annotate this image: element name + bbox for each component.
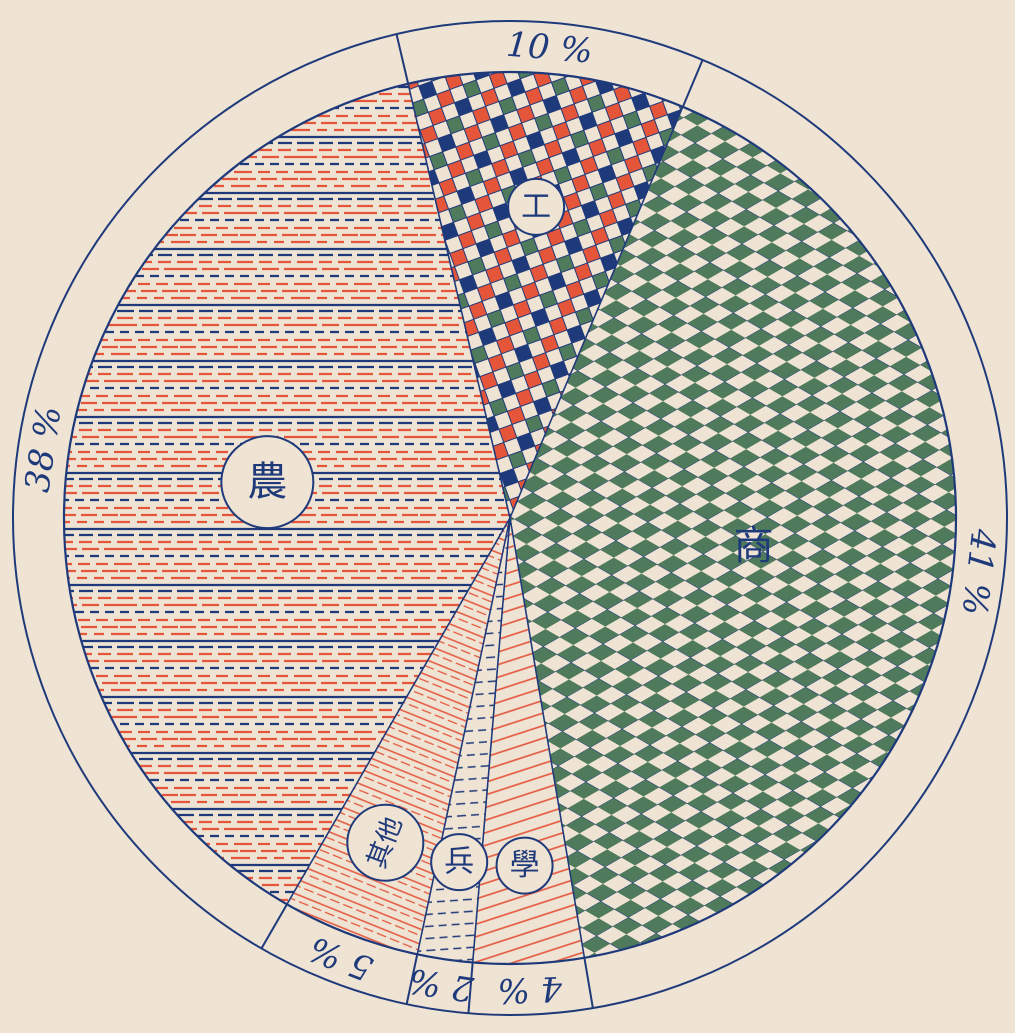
labels-layer: 農38 %工10 %商 41 %學4 %兵2 %其他5 % [17,25,1003,1011]
slice-percent-1: 10 % [505,25,594,72]
slice-percent-0: 38 % [17,403,69,494]
slice-percent-2: 41 % [954,526,1004,617]
slice-label-1: 工 [521,189,551,224]
slice-divider-4 [467,962,474,1014]
slice-percent-3: 4 % [497,968,564,1011]
slice-divider-3 [583,957,594,1009]
slice-percent-4: 2 % [406,960,477,1009]
rings-layer [12,20,1008,1016]
slice-divider-1 [395,33,410,85]
slice-label-2: 商 [734,523,774,569]
slice-label-badge-1 [507,177,566,236]
inner-ring [62,70,958,966]
slice-label-badge-0 [220,435,315,530]
slice-divider-5 [405,954,419,1005]
slice-label-badge-3 [495,836,554,895]
slice-label-3: 學 [510,848,540,883]
slice-label-badge-4 [430,833,489,892]
outer-ring [12,20,1008,1016]
slice-label-0: 農 [247,459,287,505]
slice-label-badge-5 [346,803,425,882]
slice-divider-2 [681,59,704,108]
slice-divider-0 [260,903,288,949]
slice-label-4: 兵 [444,845,474,880]
